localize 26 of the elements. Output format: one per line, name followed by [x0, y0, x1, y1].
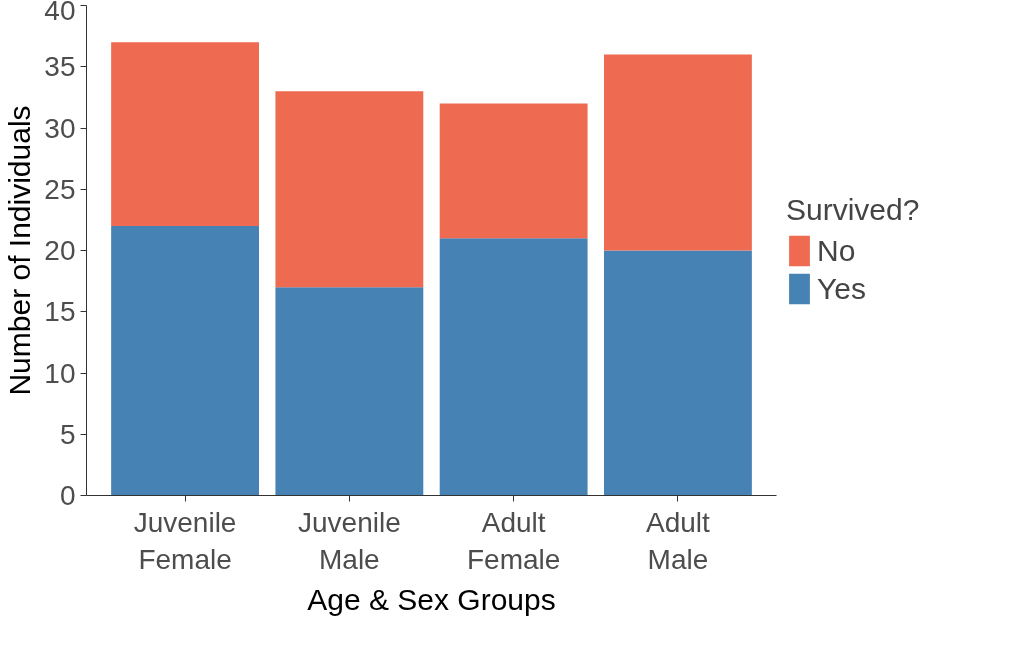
y-tick-label: 10: [44, 357, 76, 389]
bar: [275, 287, 424, 496]
x-tick-label: Adult Male: [646, 506, 711, 575]
y-tick-label: 15: [44, 296, 76, 328]
x-tick-label: Juvenile Female: [133, 506, 237, 575]
legend-title: Survived?: [786, 192, 920, 227]
y-axis-title: Number of Individuals: [3, 105, 37, 396]
bar: [439, 238, 588, 496]
y-tick-label: 5: [59, 418, 76, 450]
y-tick-label: 20: [44, 235, 76, 266]
y-tick-label: 40: [44, 0, 76, 26]
bar: [604, 250, 752, 496]
bar: [275, 91, 424, 288]
y-tick-label: 35: [44, 51, 76, 83]
y-tick-label: 30: [44, 112, 76, 144]
x-tick-label: Adult Female: [466, 506, 561, 575]
bar: [111, 226, 259, 496]
x-axis-title: Age & Sex Groups: [307, 582, 556, 616]
legend-label: Yes: [817, 270, 867, 307]
x-tick-label: Juvenile Male: [297, 506, 401, 575]
bar: [604, 54, 752, 251]
bar: [111, 42, 259, 226]
y-tick-label: 0: [59, 480, 76, 511]
legend-label: No: [817, 232, 857, 269]
bar: [439, 103, 588, 239]
y-tick-label: 25: [44, 173, 76, 205]
